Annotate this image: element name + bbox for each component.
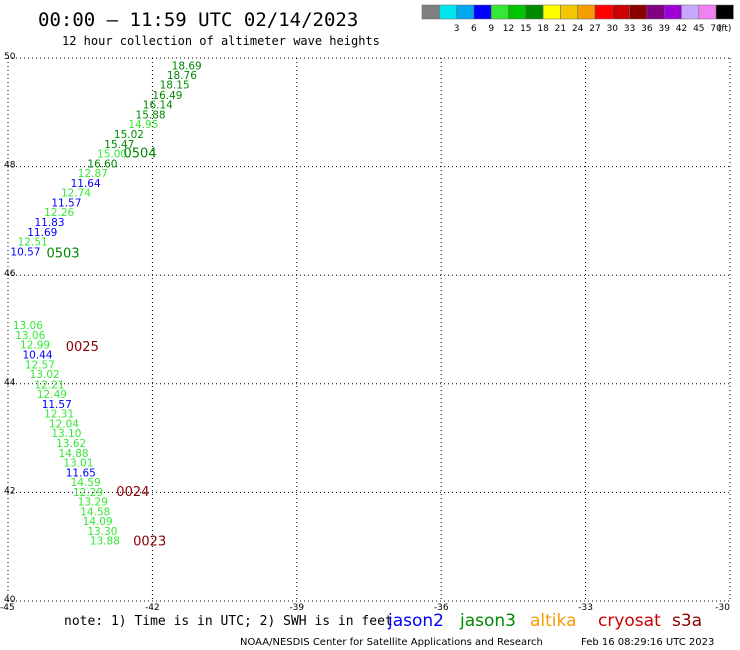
x-tick-label: -42 — [145, 603, 160, 613]
timestamp-text: Feb 16 08:29:16 UTC 2023 — [581, 637, 714, 648]
pass-label: 0023 — [133, 535, 166, 550]
pass-label: 0025 — [66, 340, 99, 355]
color-scale-label: 9 — [488, 24, 494, 34]
units-note: note: 1) Time is in UTC; 2) SWH is in fe… — [64, 614, 393, 629]
color-scale-label: 36 — [641, 24, 653, 34]
x-tick-label: -30 — [715, 603, 730, 613]
color-scale-swatch — [630, 5, 647, 19]
color-scale-swatch — [560, 5, 577, 19]
wave-height-values: 18.6918.7618.1516.4916.1415.8814.9515.02… — [10, 61, 201, 548]
chart-title: 00:00 – 11:59 UTC 02/14/2023 — [38, 9, 358, 31]
color-scale-swatch — [543, 5, 560, 19]
color-scale-label: 12 — [503, 24, 514, 34]
pass-label: 0024 — [116, 485, 149, 500]
satellite-label-cryosat: cryosat — [598, 611, 661, 631]
x-tick-label: -33 — [578, 603, 593, 613]
color-scale-swatch — [682, 5, 699, 19]
color-scale-label: 27 — [589, 24, 600, 34]
y-tick-label: 48 — [4, 161, 16, 171]
color-scale-swatch — [612, 5, 629, 19]
color-scale-label: 15 — [520, 24, 531, 34]
color-scale-label: 6 — [471, 24, 477, 34]
credit-text: NOAA/NESDIS Center for Satellite Applica… — [240, 637, 543, 648]
color-scale-swatch — [422, 5, 439, 19]
color-scale-label: 45 — [693, 24, 704, 34]
color-scale-unit: (ft) — [718, 24, 732, 34]
y-tick-label: 42 — [4, 486, 15, 496]
y-tick-label: 46 — [4, 269, 16, 279]
color-scale-label: 21 — [555, 24, 566, 34]
color-scale-swatch — [664, 5, 681, 19]
color-scale-label: 39 — [658, 24, 670, 34]
chart-subtitle: 12 hour collection of altimeter wave hei… — [62, 34, 380, 48]
wave-height-value: 13.88 — [90, 536, 120, 548]
altimeter-chart: 00:00 – 11:59 UTC 02/14/2023 12 hour col… — [0, 0, 740, 650]
color-scale-swatch — [526, 5, 543, 19]
color-scale-swatch — [578, 5, 595, 19]
color-scale-swatch — [474, 5, 491, 19]
y-tick-label: 40 — [4, 595, 16, 605]
color-scale-swatch — [439, 5, 456, 19]
color-scale-label: 42 — [676, 24, 687, 34]
color-scale-label: 18 — [537, 24, 549, 34]
satellite-label-jason2: jason2 — [387, 611, 444, 631]
color-scale-swatch — [491, 5, 508, 19]
x-tick-label: -39 — [289, 603, 304, 613]
color-scale-swatch — [457, 5, 474, 19]
y-tick-label: 44 — [4, 378, 16, 388]
satellite-label-jason3: jason3 — [459, 611, 516, 631]
pass-label: 0504 — [124, 146, 157, 161]
color-scale-label: 3 — [454, 24, 460, 34]
pass-label: 0503 — [47, 246, 80, 261]
color-scale-swatch — [595, 5, 612, 19]
satellite-label-s3a: s3a — [672, 611, 702, 631]
satellite-legend: jason2 jason3 altika cryosat s3a — [387, 611, 702, 631]
color-scale-swatch — [716, 5, 733, 19]
y-tick-label: 50 — [4, 52, 16, 62]
satellite-label-altika: altika — [530, 611, 577, 631]
color-scale-legend: 3 6 9 12 15 18 21 24 27 30 33 36 39 42 45 70(ft) — [422, 5, 733, 34]
color-scale-swatch — [647, 5, 664, 19]
color-scale-swatch — [699, 5, 716, 19]
color-scale-label: 24 — [572, 24, 584, 34]
wave-height-value: 10.57 — [10, 246, 40, 258]
color-scale-label: 33 — [624, 24, 635, 34]
color-scale-label: 30 — [607, 24, 619, 34]
color-scale-swatch — [509, 5, 526, 19]
